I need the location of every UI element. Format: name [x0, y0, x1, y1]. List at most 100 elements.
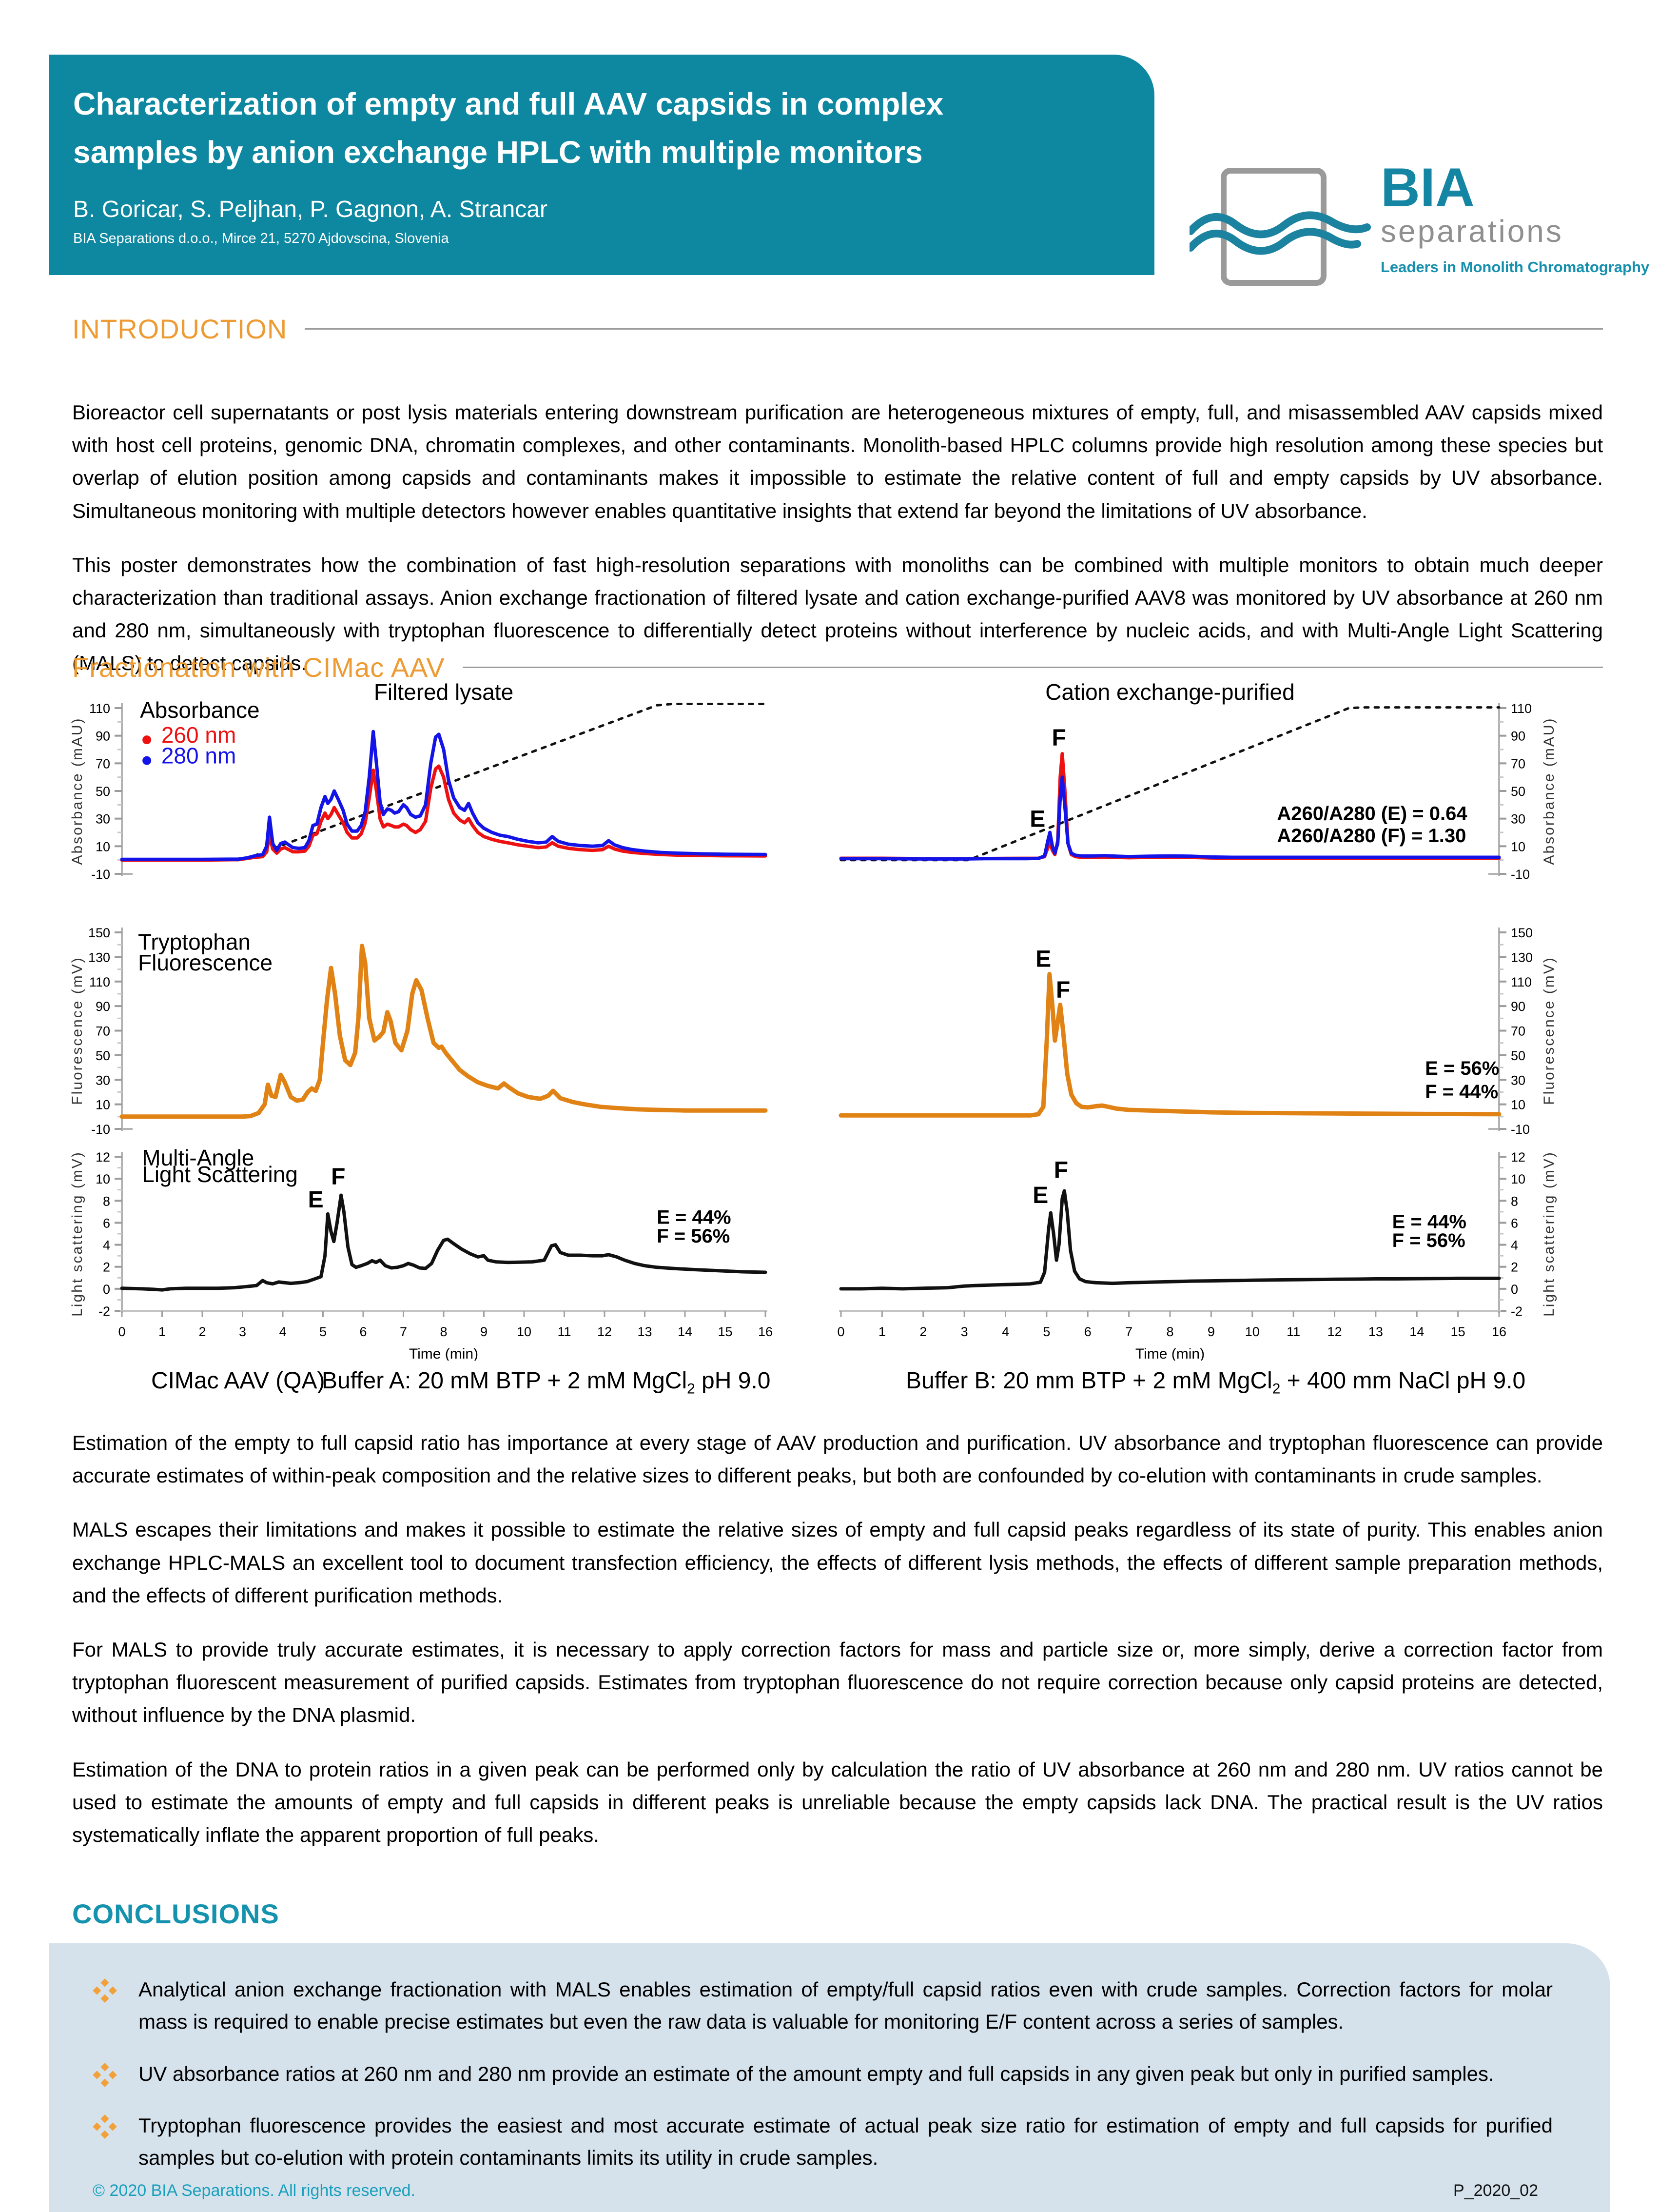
- logo-separations: separations: [1381, 214, 1563, 249]
- y-tick-label: 6: [103, 1216, 110, 1230]
- fractionation-heading: Fractionation with CIMac AAV: [72, 652, 1603, 683]
- chart-label: F = 56%: [657, 1225, 730, 1247]
- buffer-b-caption: Buffer B: 20 mm BTP + 2 mM MgCl2 + 400 m…: [906, 1367, 1525, 1398]
- y-tick-label: 110: [89, 701, 110, 716]
- copyright-text: © 2020 BIA Separations. All rights reser…: [93, 2181, 415, 2200]
- series-280nm: [839, 775, 1501, 861]
- y-tick-label: 2: [1511, 1260, 1518, 1275]
- buffer-a-suffix: pH 9.0: [695, 1368, 771, 1394]
- chart-fluorescence-filtered-lysate: -10 10 30 50 70 90 110 130 150 Fluorescence (mV) T…: [69, 926, 768, 1137]
- heading-rule: [305, 328, 1603, 330]
- conclusion-item: Analytical anion exchange fractionation …: [92, 1974, 1553, 2038]
- y-tick-label: -10: [1511, 1122, 1530, 1137]
- y-tick-label: 150: [88, 926, 110, 940]
- y-tick-label: 30: [1511, 812, 1525, 827]
- x-tick-label: 15: [1451, 1324, 1465, 1339]
- y-tick-label: 10: [1511, 839, 1525, 854]
- intro-paragraph-2: This poster demonstrates how the combina…: [72, 553, 1603, 675]
- y-tick-label: 6: [1511, 1216, 1518, 1230]
- buffer-b-text: Buffer B: 20 mm BTP + 2 mM MgCl: [906, 1368, 1272, 1394]
- x-tick-label: 14: [1409, 1324, 1424, 1339]
- y-axis-title: Light scattering (mV): [1541, 1151, 1557, 1317]
- y-tick-label: 110: [1511, 975, 1532, 989]
- logo-wave-bottom: [1190, 228, 1361, 255]
- buffer-b-suffix: + 400 mm NaCl pH 9.0: [1280, 1368, 1526, 1394]
- y-tick-label: 110: [1511, 701, 1532, 716]
- poster-title-line2: samples by anion exchange HPLC with mult…: [73, 135, 923, 170]
- chart-title: Filtered lysate: [374, 680, 513, 705]
- chart-label: Light Scattering: [142, 1162, 298, 1187]
- chart-label: Tryptophan: [138, 929, 251, 954]
- y-tick-label: 150: [1511, 926, 1533, 940]
- chart-label: F: [1054, 1157, 1068, 1183]
- y-tick-label: 50: [1511, 784, 1525, 799]
- series-light-scattering: [120, 1193, 767, 1292]
- x-tick-label: 3: [961, 1324, 968, 1339]
- chart-label: 280 nm: [161, 743, 236, 768]
- y-tick-label: 0: [103, 1282, 110, 1297]
- chart-label: E = 44%: [657, 1207, 731, 1228]
- column-caption: CIMac AAV (QA): [151, 1368, 325, 1394]
- series-fluorescence: [839, 972, 1502, 1118]
- x-tick-label: 4: [1002, 1324, 1009, 1339]
- x-tick-label: 6: [1084, 1324, 1092, 1339]
- y-tick-label: 4: [1511, 1238, 1518, 1253]
- y-tick-label: 70: [96, 1024, 110, 1039]
- legend-dot: [142, 735, 152, 745]
- y-tick-label: -2: [98, 1304, 110, 1319]
- y-tick-label: -2: [1511, 1304, 1522, 1319]
- chart-label: E: [308, 1187, 324, 1213]
- y-tick-label: 50: [96, 784, 110, 799]
- x-tick-label: 12: [597, 1324, 612, 1339]
- x-tick-label: 16: [758, 1324, 773, 1339]
- y-tick-label: 110: [89, 975, 110, 989]
- x-tick-label: 7: [1125, 1324, 1132, 1339]
- chart-label: F = 56%: [1392, 1230, 1465, 1251]
- y-tick-label: 90: [1511, 729, 1525, 744]
- conclusion-text-1: Analytical anion exchange fractionation …: [138, 1978, 1553, 2034]
- y-tick-label: 10: [96, 1098, 110, 1112]
- chart-label: E = 56%: [1425, 1058, 1499, 1079]
- series-gradient: [120, 703, 767, 862]
- intro-paragraph-1: Bioreactor cell supernatants or post lys…: [72, 401, 1603, 522]
- y-tick-label: 90: [96, 999, 110, 1014]
- x-tick-label: 6: [359, 1324, 367, 1339]
- y-axis-title: Light scattering (mV): [69, 1151, 85, 1317]
- diamond-bullet-icon: [93, 1978, 117, 2003]
- chart-absorbance-cation-purified: -10 10 30 50 70 90 110 Absorbance (mAU) Cation e…: [839, 680, 1557, 882]
- conclusion-text-3: Tryptophan fluorescence provides the eas…: [138, 2114, 1553, 2170]
- y-tick-label: 10: [96, 839, 110, 854]
- series-light-scattering: [839, 1189, 1501, 1291]
- chart-title: Cation exchange-purified: [1045, 680, 1294, 705]
- affiliation: BIA Separations d.o.o., Mirce 21, 5270 A…: [73, 231, 449, 247]
- y-tick-label: 10: [1511, 1172, 1525, 1186]
- conclusions-heading: CONCLUSIONS: [72, 1898, 1603, 1930]
- introduction-heading: INTRODUCTION: [72, 313, 1603, 345]
- discussion-paragraph-1: Estimation of the empty to full capsid r…: [72, 1431, 1603, 1487]
- discussion-paragraph-3: For MALS to provide truly accurate estim…: [72, 1638, 1603, 1727]
- chart-absorbance-filtered-lysate: -10 10 30 50 70 90 110 Absorbance (mAU) Filtered…: [69, 680, 767, 882]
- x-tick-label: 8: [440, 1324, 447, 1339]
- y-tick-label: 10: [1511, 1098, 1525, 1112]
- x-tick-label: 15: [718, 1324, 732, 1339]
- y-axis-title: Fluorescence (mV): [1541, 956, 1557, 1105]
- chart-label: E: [1033, 1183, 1048, 1208]
- series-280nm: [120, 730, 767, 861]
- bia-logo: BIA separations Leaders in Monolith Chro…: [1190, 160, 1658, 308]
- chart-fluorescence-cation-purified: -10 10 30 50 70 90 110 130 150 Fluorescence (mV) E…: [839, 926, 1557, 1137]
- chart-label: F: [1056, 977, 1070, 1003]
- y-tick-label: 70: [1511, 1024, 1525, 1039]
- poster-code: P_2020_02: [1453, 2181, 1538, 2200]
- y-tick-label: 0: [1511, 1282, 1518, 1297]
- conclusion-item: Tryptophan fluorescence provides the eas…: [92, 2110, 1553, 2174]
- chart-label: E: [1035, 947, 1051, 972]
- y-tick-label: -10: [1511, 867, 1530, 882]
- x-tick-label: 13: [637, 1324, 652, 1339]
- y-tick-label: 90: [96, 729, 110, 744]
- discussion-paragraph-4: Estimation of the DNA to protein ratios …: [72, 1758, 1603, 1846]
- buffer-b-subscript: 2: [1272, 1381, 1281, 1397]
- y-tick-label: -10: [91, 1122, 110, 1137]
- chart-label: A260/A280 (E) = 0.64: [1277, 803, 1467, 825]
